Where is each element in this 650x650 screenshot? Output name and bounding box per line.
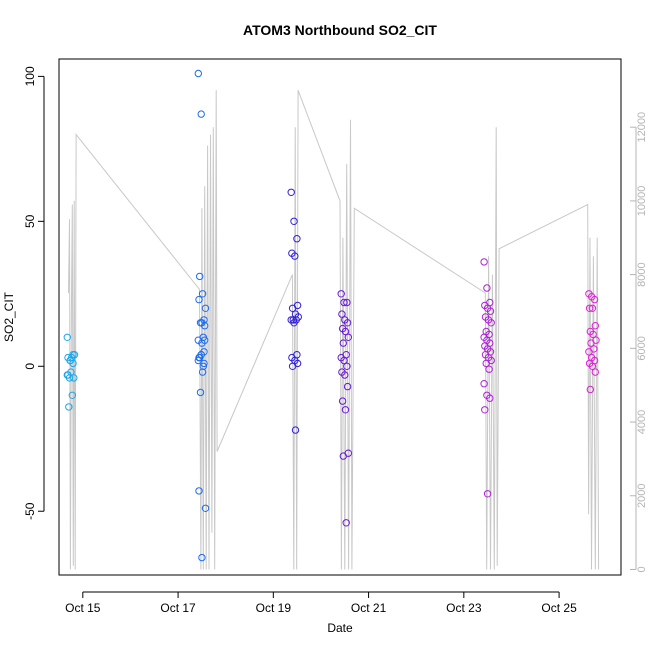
data-point <box>585 304 594 312</box>
right-y-axis: 0 2000 4000 6000 8000 10000 12000 <box>630 112 648 573</box>
data-point <box>289 316 297 324</box>
data-point <box>486 394 494 402</box>
right-y-tick-label: 6000 <box>636 336 648 360</box>
data-point <box>343 362 351 370</box>
y-tick-label: 0 <box>23 363 37 370</box>
data-point <box>290 319 298 327</box>
data-point <box>196 272 204 281</box>
data-point <box>198 368 207 376</box>
x-tick-label: Oct 23 <box>446 601 482 615</box>
x-tick-label: Oct 17 <box>160 601 196 615</box>
data-point <box>483 284 491 292</box>
data-point <box>197 110 205 118</box>
data-point <box>194 356 203 365</box>
data-point <box>344 333 352 341</box>
data-point <box>482 359 490 368</box>
altitude-layer <box>68 90 600 570</box>
data-point <box>338 397 347 405</box>
data-point <box>199 362 208 370</box>
x-axis: Oct 15 Oct 17 Oct 19 Oct 21 Oct 23 Oct 25 <box>65 591 577 615</box>
data-point <box>291 426 300 434</box>
data-point <box>198 290 207 298</box>
data-point <box>480 258 488 266</box>
right-y-tick-label: 8000 <box>636 262 648 286</box>
data-point <box>341 371 349 379</box>
data-point <box>63 333 72 341</box>
data-point <box>196 319 205 327</box>
data-point <box>195 295 203 304</box>
x-tick-label: Oct 15 <box>65 601 101 615</box>
data-point <box>341 327 350 336</box>
data-point <box>588 304 597 312</box>
x-tick-label: Oct 21 <box>351 601 387 615</box>
data-point <box>339 452 347 460</box>
data-point <box>589 330 597 339</box>
data-point <box>585 348 593 356</box>
data-point <box>291 252 299 260</box>
data-point <box>587 339 595 347</box>
data-point <box>343 298 351 307</box>
data-point <box>70 351 79 359</box>
data-point <box>70 374 78 382</box>
chart-title: ATOM3 Northbound SO2_CIT <box>243 22 437 38</box>
right-y-tick-label: 0 <box>636 566 648 572</box>
y-tick-label: 50 <box>23 214 37 228</box>
data-point <box>65 403 73 411</box>
data-point <box>586 385 594 394</box>
data-point <box>337 290 345 298</box>
data-point <box>68 391 77 399</box>
y-tick-label: -50 <box>23 502 37 520</box>
data-point <box>201 304 210 312</box>
data-point <box>196 388 205 397</box>
data-point <box>201 504 210 512</box>
data-point <box>194 336 203 344</box>
right-y-tick-label: 10000 <box>636 186 648 217</box>
data-point <box>339 339 347 347</box>
y-tick-label: 100 <box>23 66 37 86</box>
data-point <box>69 359 77 368</box>
y-axis: -50 0 50 100 <box>23 66 45 520</box>
data-point <box>343 319 352 327</box>
data-point <box>197 351 205 359</box>
x-axis-label: Date <box>327 621 353 635</box>
data-point <box>486 307 495 315</box>
data-point <box>340 298 348 307</box>
plot-frame <box>58 58 622 576</box>
data-point <box>290 217 298 226</box>
data-point <box>288 362 297 370</box>
data-point <box>591 368 599 376</box>
data-point <box>340 356 348 365</box>
data-point <box>485 365 493 373</box>
data-point <box>194 69 203 78</box>
data-point <box>198 553 206 562</box>
data-point <box>293 235 301 243</box>
right-y-tick-label: 12000 <box>636 112 648 143</box>
x-tick-label: Oct 19 <box>256 601 292 615</box>
x-tick-label: Oct 25 <box>541 601 577 615</box>
data-point <box>287 188 295 197</box>
data-point <box>195 487 203 495</box>
altitude-line <box>68 90 600 570</box>
data-point <box>341 406 350 414</box>
data-point <box>342 519 350 527</box>
right-y-tick-label: 4000 <box>636 410 648 434</box>
data-point <box>200 359 208 368</box>
right-y-tick-label: 2000 <box>636 484 648 508</box>
data-point <box>487 319 495 327</box>
data-point <box>481 406 489 414</box>
data-point <box>338 310 346 318</box>
data-point <box>343 382 352 391</box>
data-point <box>590 295 599 304</box>
points-layer <box>63 69 600 562</box>
data-point <box>483 490 492 498</box>
data-point <box>288 304 297 312</box>
data-point <box>64 371 72 379</box>
data-point <box>591 322 599 330</box>
data-point <box>480 380 488 388</box>
data-point <box>588 362 597 370</box>
y-axis-label: SO2_CIT <box>2 291 16 342</box>
